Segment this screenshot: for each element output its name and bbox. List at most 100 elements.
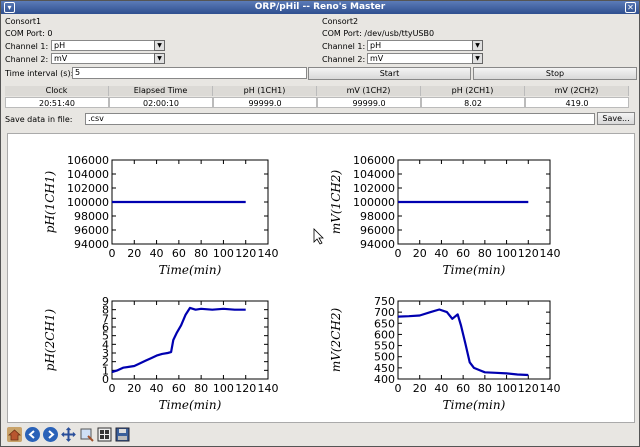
x-tick-label: 120 bbox=[235, 247, 256, 260]
mouse-cursor-icon bbox=[313, 228, 324, 245]
y-tick-label: 104000 bbox=[67, 168, 109, 181]
y-axis-label: pH(2CH1) bbox=[43, 308, 57, 371]
window-menu-icon[interactable]: ▾ bbox=[4, 2, 15, 13]
series-line bbox=[397, 308, 529, 377]
forward-icon[interactable] bbox=[43, 427, 58, 442]
consort1-ch1-select[interactable]: pH ▼ bbox=[51, 40, 165, 51]
y-tick-label: 98000 bbox=[74, 210, 109, 223]
subplot-4: 0 20 40 60 80 100 120 140 4004505005506006507007… bbox=[329, 295, 561, 412]
start-button[interactable]: Start bbox=[308, 67, 471, 80]
subplots-icon[interactable] bbox=[97, 427, 112, 442]
consort2-ch1-select[interactable]: pH ▼ bbox=[367, 40, 483, 51]
y-tick-label: 96000 bbox=[360, 224, 395, 237]
x-tick-label: 80 bbox=[478, 382, 492, 395]
y-tick-label: 1 bbox=[102, 364, 109, 377]
y-tick-label: 98000 bbox=[360, 210, 395, 223]
axes-frame bbox=[111, 300, 269, 380]
figure-canvas[interactable]: 0 20 40 60 80 100 120 140 94000 96000 98000 100000 1… bbox=[7, 133, 635, 423]
save-figure-icon[interactable] bbox=[115, 427, 130, 442]
y-tick-label: 102000 bbox=[353, 182, 395, 195]
consort1-ch2-value: mV bbox=[54, 54, 68, 63]
y-axis-label: mV(2CH2) bbox=[329, 308, 343, 373]
x-axis-label: Time(min) bbox=[159, 398, 222, 412]
consort2-name: Consort2 bbox=[322, 17, 359, 26]
chevron-down-icon[interactable]: ▼ bbox=[154, 40, 165, 51]
interval-input[interactable]: 5 bbox=[72, 67, 307, 79]
y-tick-label: 700 bbox=[374, 306, 395, 319]
stop-button[interactable]: Stop bbox=[473, 67, 637, 80]
y-tick-label: 550 bbox=[374, 340, 395, 353]
chevron-down-icon[interactable]: ▼ bbox=[472, 53, 483, 64]
x-tick-label: 20 bbox=[413, 382, 427, 395]
y-tick-label: 100000 bbox=[353, 196, 395, 209]
y-axis-label: pH(1CH1) bbox=[43, 170, 57, 233]
x-tick-label: 20 bbox=[127, 382, 141, 395]
y-tick-label: 6 bbox=[102, 321, 109, 334]
y-tick-label: 650 bbox=[374, 317, 395, 330]
y-tick-label: 5 bbox=[102, 330, 109, 343]
x-tick-label: 100 bbox=[213, 382, 234, 395]
y-tick-label: 94000 bbox=[360, 238, 395, 251]
y-tick-label: 750 bbox=[374, 295, 395, 308]
chevron-down-icon[interactable]: ▼ bbox=[472, 40, 483, 51]
consort2-ch2-label: Channel 2: bbox=[322, 55, 366, 64]
zoom-icon[interactable] bbox=[79, 427, 94, 442]
x-tick-label: 40 bbox=[434, 382, 448, 395]
x-tick-label: 140 bbox=[540, 382, 561, 395]
y-tick-label: 2 bbox=[102, 356, 109, 369]
save-button[interactable]: Save... bbox=[597, 112, 635, 125]
x-tick-label: 0 bbox=[395, 382, 402, 395]
y-tick-label: 9 bbox=[102, 295, 109, 308]
y-tick-label: 500 bbox=[374, 351, 395, 364]
x-axis-label: Time(min) bbox=[159, 263, 222, 277]
clock-header: Clock bbox=[5, 86, 109, 96]
x-tick-label: 120 bbox=[518, 247, 539, 260]
x-tick-label: 20 bbox=[413, 247, 427, 260]
x-tick-label: 60 bbox=[172, 382, 186, 395]
home-icon[interactable] bbox=[7, 427, 22, 442]
x-tick-label: 100 bbox=[496, 382, 517, 395]
x-tick-label: 40 bbox=[150, 382, 164, 395]
y-tick-label: 100000 bbox=[67, 196, 109, 209]
consort2-ch1-value: pH bbox=[370, 41, 382, 50]
x-axis-label: Time(min) bbox=[443, 263, 506, 277]
window-title: ORP/pHil -- Reno's Master bbox=[254, 2, 386, 12]
y-tick-label: 104000 bbox=[353, 168, 395, 181]
y-tick-label: 0 bbox=[102, 373, 109, 386]
pan-icon[interactable] bbox=[61, 427, 76, 442]
y-tick-label: 8 bbox=[102, 304, 109, 317]
consort1-ch1-value: pH bbox=[54, 41, 66, 50]
save-file-input[interactable]: .csv bbox=[85, 113, 595, 125]
consort2-com-port: COM Port: /dev/usb/ttyUSB0 bbox=[322, 29, 435, 38]
consort1-com-port: COM Port: 0 bbox=[5, 29, 53, 38]
y-tick-label: 102000 bbox=[67, 182, 109, 195]
mv1ch2-value: 99999.0 bbox=[317, 97, 421, 108]
x-tick-label: 20 bbox=[127, 247, 141, 260]
y-tick-label: 600 bbox=[374, 328, 395, 341]
ph2ch1-value: 8.02 bbox=[421, 97, 525, 108]
x-tick-label: 60 bbox=[456, 247, 470, 260]
consort2-ch2-value: mV bbox=[370, 54, 384, 63]
consort1-ch1-label: Channel 1: bbox=[5, 42, 49, 51]
x-tick-label: 80 bbox=[478, 247, 492, 260]
x-tick-label: 40 bbox=[434, 247, 448, 260]
close-icon[interactable]: ✕ bbox=[625, 2, 636, 13]
elapsed-header: Elapsed Time bbox=[109, 86, 213, 96]
x-tick-label: 80 bbox=[194, 247, 208, 260]
consort2-ch2-select[interactable]: mV ▼ bbox=[367, 53, 483, 64]
y-tick-label: 400 bbox=[374, 373, 395, 386]
save-file-label: Save data in file: bbox=[5, 115, 73, 124]
x-tick-label: 0 bbox=[109, 247, 116, 260]
x-tick-label: 40 bbox=[150, 247, 164, 260]
consort1-ch2-select[interactable]: mV ▼ bbox=[51, 53, 165, 64]
x-tick-label: 140 bbox=[258, 382, 279, 395]
y-tick-label: 106000 bbox=[353, 154, 395, 167]
chevron-down-icon[interactable]: ▼ bbox=[154, 53, 165, 64]
plots-svg: 0 20 40 60 80 100 120 1409400096000980001000001… bbox=[43, 154, 561, 412]
x-axis-label: Time(min) bbox=[443, 398, 506, 412]
x-tick-label: 80 bbox=[194, 382, 208, 395]
back-icon[interactable] bbox=[25, 427, 40, 442]
y-tick-label: 7 bbox=[102, 312, 109, 325]
ph1ch1-value: 99999.0 bbox=[213, 97, 317, 108]
